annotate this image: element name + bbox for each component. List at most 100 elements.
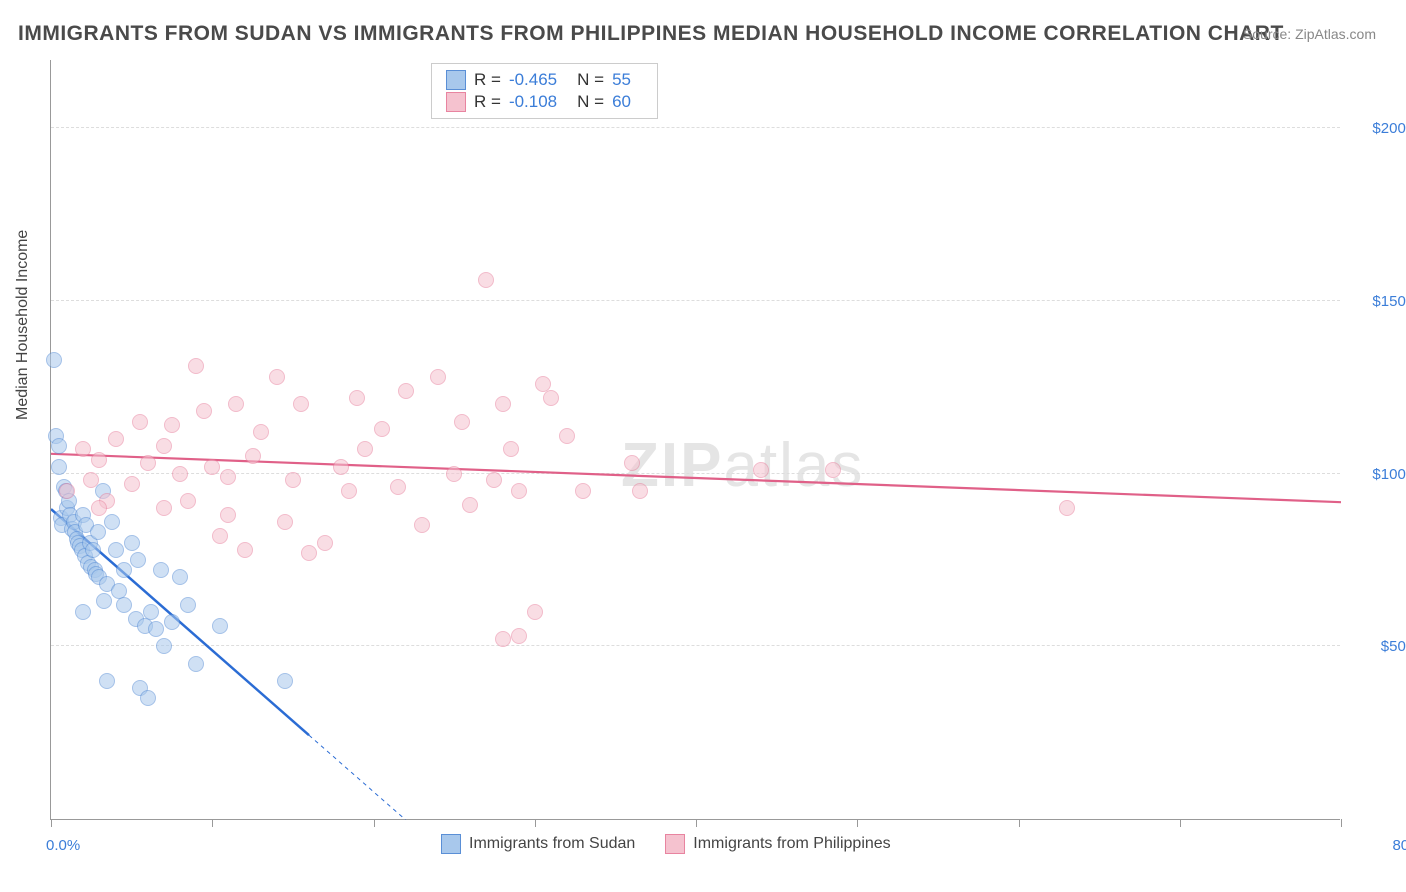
x-tick [857, 819, 858, 827]
series-legend: Immigrants from Sudan Immigrants from Phi… [441, 834, 891, 854]
correlation-legend: R = -0.465 N = 55 R = -0.108 N = 60 [431, 63, 658, 119]
y-axis-title: Median Household Income [14, 230, 32, 420]
data-point [1059, 500, 1075, 516]
data-point [90, 524, 106, 540]
data-point [624, 455, 640, 471]
data-point [390, 479, 406, 495]
data-point [75, 604, 91, 620]
data-point [104, 514, 120, 530]
data-point [46, 352, 62, 368]
chart-title: IMMIGRANTS FROM SUDAN VS IMMIGRANTS FROM… [18, 22, 1284, 46]
x-tick [51, 819, 52, 827]
x-tick [696, 819, 697, 827]
data-point [293, 396, 309, 412]
data-point [253, 424, 269, 440]
x-tick-label: 0.0% [46, 837, 80, 854]
x-tick [535, 819, 536, 827]
gridline [51, 300, 1340, 301]
data-point [172, 466, 188, 482]
data-point [132, 414, 148, 430]
legend-row: R = -0.108 N = 60 [446, 92, 643, 112]
data-point [143, 604, 159, 620]
legend-label: Immigrants from Philippines [693, 835, 890, 853]
data-point [245, 448, 261, 464]
legend-swatch [665, 834, 685, 854]
data-point [269, 369, 285, 385]
data-point [575, 483, 591, 499]
data-point [446, 466, 462, 482]
data-point [196, 403, 212, 419]
y-tick-label: $100,000 [1345, 466, 1406, 483]
data-point [164, 417, 180, 433]
data-point [430, 369, 446, 385]
data-point [462, 497, 478, 513]
legend-label: Immigrants from Sudan [469, 835, 635, 853]
data-point [116, 562, 132, 578]
data-point [91, 452, 107, 468]
source-attribution: Source: ZipAtlas.com [1243, 26, 1376, 42]
data-point [277, 514, 293, 530]
data-point [124, 476, 140, 492]
x-tick [1180, 819, 1181, 827]
x-tick [374, 819, 375, 827]
data-point [156, 638, 172, 654]
trend-lines [51, 60, 1341, 820]
data-point [153, 562, 169, 578]
gridline [51, 127, 1340, 128]
r-value: -0.108 [509, 92, 557, 112]
data-point [374, 421, 390, 437]
y-tick-label: $50,000 [1345, 638, 1406, 655]
watermark-light: atlas [723, 431, 864, 500]
data-point [220, 469, 236, 485]
data-point [148, 621, 164, 637]
data-point [825, 462, 841, 478]
data-point [140, 455, 156, 471]
r-label: R = [474, 70, 501, 90]
n-label: N = [577, 70, 604, 90]
data-point [414, 517, 430, 533]
x-tick [1019, 819, 1020, 827]
n-value: 55 [612, 70, 631, 90]
data-point [503, 441, 519, 457]
y-tick-label: $150,000 [1345, 293, 1406, 310]
data-point [130, 552, 146, 568]
data-point [156, 438, 172, 454]
data-point [51, 438, 67, 454]
data-point [753, 462, 769, 478]
data-point [108, 431, 124, 447]
data-point [527, 604, 543, 620]
data-point [59, 483, 75, 499]
gridline [51, 645, 1340, 646]
data-point [83, 472, 99, 488]
data-point [486, 472, 502, 488]
n-value: 60 [612, 92, 631, 112]
r-label: R = [474, 92, 501, 112]
data-point [228, 396, 244, 412]
legend-row: R = -0.465 N = 55 [446, 70, 643, 90]
x-tick-label: 80.0% [1392, 837, 1406, 854]
data-point [212, 618, 228, 634]
data-point [285, 472, 301, 488]
data-point [156, 500, 172, 516]
data-point [357, 441, 373, 457]
r-value: -0.465 [509, 70, 557, 90]
x-tick [212, 819, 213, 827]
data-point [478, 272, 494, 288]
data-point [140, 690, 156, 706]
x-tick [1341, 819, 1342, 827]
data-point [116, 597, 132, 613]
data-point [543, 390, 559, 406]
data-point [495, 631, 511, 647]
legend-item: Immigrants from Philippines [665, 834, 890, 854]
data-point [495, 396, 511, 412]
data-point [108, 542, 124, 558]
data-point [632, 483, 648, 499]
data-point [75, 441, 91, 457]
data-point [85, 542, 101, 558]
data-point [349, 390, 365, 406]
data-point [188, 656, 204, 672]
data-point [237, 542, 253, 558]
data-point [96, 593, 112, 609]
data-point [204, 459, 220, 475]
n-label: N = [577, 92, 604, 112]
